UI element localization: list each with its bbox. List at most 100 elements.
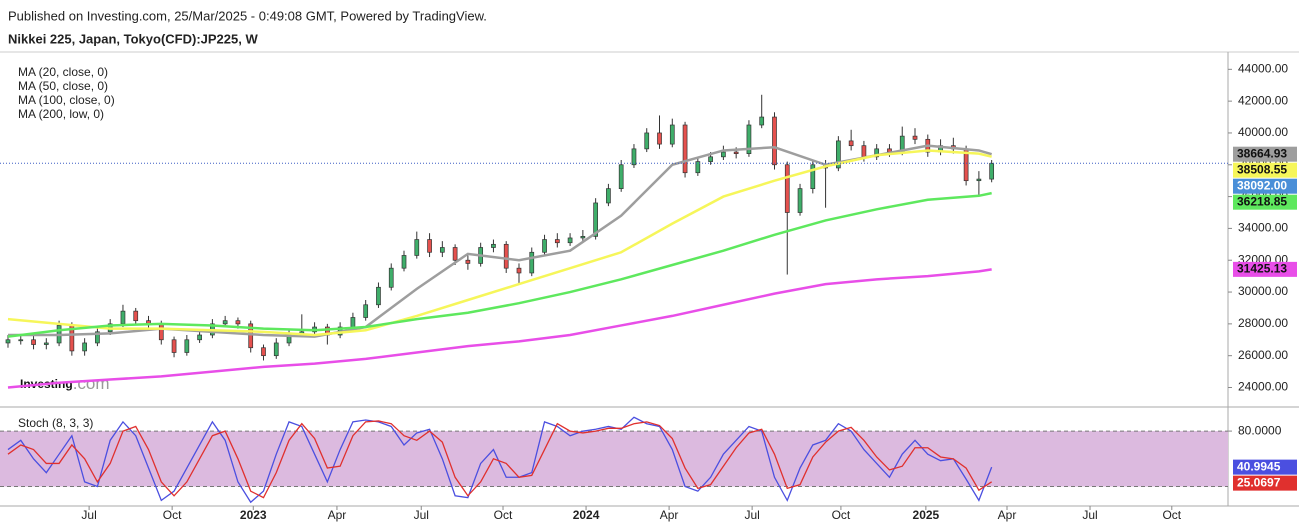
candle-body <box>158 323 164 341</box>
candle-body <box>18 339 24 342</box>
candle-body <box>248 323 254 349</box>
y-tick-label: 44000.00 <box>1238 61 1288 75</box>
y-tick-label: 30000.00 <box>1238 284 1288 298</box>
candle-body <box>989 162 995 180</box>
candle-body <box>5 339 11 344</box>
x-tick-label: 2025 <box>913 508 940 522</box>
candle-body <box>401 255 407 269</box>
candle-body <box>836 140 841 169</box>
band <box>0 431 1228 487</box>
candle-body <box>235 320 241 325</box>
legend-entry: MA (20, close, 0) <box>18 65 108 79</box>
candle-body <box>491 243 496 248</box>
candle-body <box>222 320 228 325</box>
y-tick-label: 42000.00 <box>1238 93 1288 107</box>
price-label-box <box>1233 194 1297 210</box>
candle-body <box>606 188 611 204</box>
series-line <box>7 420 993 499</box>
candle-body <box>542 239 547 253</box>
x-tick-label: Apr <box>660 508 679 522</box>
candle-body <box>171 339 177 353</box>
symbol-title: Nikkei 225, Japan, Tokyo(CFD):JP225, W <box>8 31 258 46</box>
candle-body <box>644 132 650 150</box>
legend-entry: MA (50, close, 0) <box>18 79 108 93</box>
price-label-box <box>1233 261 1297 277</box>
pane-title: Stoch (8, 3, 3) <box>18 416 93 430</box>
candle-body <box>554 239 560 244</box>
legend-entry: MA (100, close, 0) <box>18 93 115 107</box>
price-label-box <box>1233 178 1297 194</box>
candle-body <box>388 267 394 288</box>
x-tick-label: 2023 <box>240 508 267 522</box>
candle-body <box>708 156 713 162</box>
price-label: 40.9945 <box>1237 459 1281 473</box>
published-note: Published on Investing.com, 25/Mar/2025 … <box>8 8 487 23</box>
y-tick-label: 28000.00 <box>1238 316 1288 330</box>
candle-body <box>797 188 803 213</box>
candle-body <box>427 239 432 253</box>
price-label-box <box>1233 459 1297 475</box>
x-tick-label: Apr <box>998 508 1017 522</box>
x-tick-label: 2024 <box>573 508 600 522</box>
candle-body <box>810 164 816 189</box>
y-tick-label: 34000.00 <box>1238 221 1288 235</box>
candle-body <box>273 342 279 357</box>
price-label-box <box>1233 146 1297 162</box>
candle-body <box>912 135 918 140</box>
candle-body <box>439 247 445 253</box>
series-line <box>7 191 992 338</box>
candle-body <box>784 164 790 213</box>
price-pane <box>0 94 1228 389</box>
candle-body <box>567 237 573 244</box>
x-tick-label: Oct <box>1162 508 1181 522</box>
y-tick-label: 80.0000 <box>1238 423 1282 437</box>
candle-body <box>184 339 190 353</box>
candle-body <box>682 124 688 174</box>
candle-body <box>120 310 126 325</box>
series-line <box>7 268 992 389</box>
price-label: 38664.93 <box>1237 146 1287 160</box>
candle-body <box>618 164 624 189</box>
candle-body <box>695 161 701 174</box>
candle-body <box>82 342 87 352</box>
x-tick-label: Jul <box>1082 508 1097 522</box>
candle-body <box>631 148 637 166</box>
x-tick-label: Oct <box>494 508 513 522</box>
candle-body <box>376 286 381 306</box>
candle-body <box>31 339 36 345</box>
x-tick-label: Oct <box>832 508 851 522</box>
candle-body <box>848 140 854 147</box>
price-label: 38092.00 <box>1237 178 1287 192</box>
candle-body <box>746 124 752 154</box>
candle-body <box>261 347 266 357</box>
candle-body <box>721 151 726 158</box>
axes: 24000.0026000.0028000.0030000.0032000.00… <box>81 61 1297 522</box>
candle-body <box>452 247 458 261</box>
candle-body <box>580 236 586 239</box>
candle-body <box>133 310 139 322</box>
price-label: 38508.55 <box>1237 162 1287 176</box>
series-line <box>7 149 992 337</box>
price-label-box <box>1233 162 1297 178</box>
y-tick-label: 40000.00 <box>1238 125 1288 139</box>
candle-body <box>593 202 598 237</box>
candle-body <box>772 116 777 166</box>
price-label-box <box>1233 475 1297 491</box>
legend-entry: MA (200, low, 0) <box>18 107 104 121</box>
price-label: 31425.13 <box>1237 262 1287 276</box>
y-tick-label: 24000.00 <box>1238 380 1288 394</box>
candle-body <box>976 178 982 182</box>
x-tick-label: Jul <box>414 508 429 522</box>
candle-body <box>350 317 356 328</box>
candle-body <box>669 124 675 145</box>
watermark-suffix: .com <box>73 374 110 393</box>
candle-body <box>95 331 100 344</box>
candle-body <box>861 145 867 158</box>
y-tick-label: 26000.00 <box>1238 348 1288 362</box>
x-tick-label: Jul <box>81 508 96 522</box>
candle-body <box>516 267 522 274</box>
candle-body <box>363 304 369 318</box>
candle-body <box>529 251 535 274</box>
price-label: 25.0697 <box>1237 475 1281 489</box>
